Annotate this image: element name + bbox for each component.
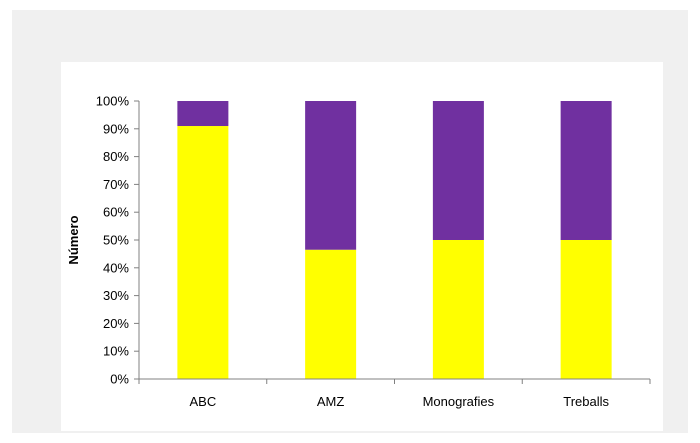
x-tick-label: Monografies [423,394,495,409]
bar-amz-series-1 [305,249,357,379]
x-tick-label: Treballs [563,394,609,409]
y-tick-label: 90% [103,121,129,136]
bar-treballs-series-2 [560,101,612,240]
y-tick-label: 80% [103,149,129,164]
y-tick-label: 40% [103,260,129,275]
y-tick-label: 10% [103,344,129,359]
y-tick-label: 100% [96,94,130,109]
y-tick-label: 20% [103,316,129,331]
bar-abc-series-1 [177,126,229,380]
y-tick-label: 60% [103,205,129,220]
x-tick-label: ABC [190,394,217,409]
bar-monografies-series-2 [432,101,484,240]
y-tick-label: 0% [110,372,129,387]
bar-amz-series-2 [305,101,357,250]
y-tick-label: 50% [103,233,129,248]
bar-monografies-series-1 [432,240,484,379]
y-tick-label: 70% [103,177,129,192]
bar-treballs-series-1 [560,240,612,379]
bar-abc-series-2 [177,101,229,127]
y-tick-label: 30% [103,288,129,303]
x-tick-label: AMZ [317,394,345,409]
y-axis-title: Número [66,215,81,264]
